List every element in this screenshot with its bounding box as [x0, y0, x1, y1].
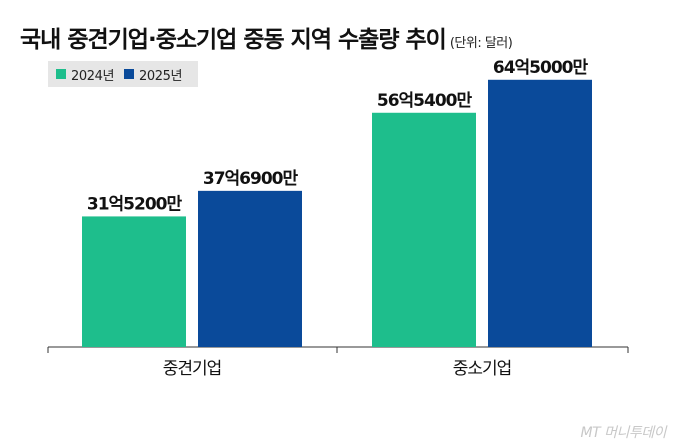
- bar-2024-1: [372, 112, 476, 348]
- legend-swatch-2024: [56, 69, 66, 79]
- legend-item-2025: 2025년: [124, 65, 182, 84]
- title-row: 국내 중견기업·중소기업 중동 지역 수출량 추이 (단위: 달러): [20, 20, 513, 54]
- chart-title: 국내 중견기업·중소기업 중동 지역 수출량 추이: [20, 27, 447, 53]
- legend-swatch-2025: [124, 69, 135, 79]
- legend: 2024년 2025년: [48, 61, 198, 87]
- data-label-2025-0: 37억6900만: [203, 169, 299, 189]
- data-label-2024-0: 31억5200만: [87, 194, 183, 214]
- bar-2025-1: [488, 79, 592, 348]
- category-label-1: 중소기업: [453, 359, 512, 379]
- legend-item-2024: 2024년: [56, 65, 114, 84]
- watermark-logo: MT 머니투데이: [580, 425, 667, 441]
- data-label-2024-1: 56억5400만: [377, 91, 473, 111]
- unit-label: (단위: 달러): [449, 36, 513, 51]
- bar-2025-0: [198, 190, 302, 347]
- data-label-2025-1: 64억5000만: [493, 58, 589, 78]
- bar-2024-0: [82, 216, 186, 347]
- category-label-0: 중견기업: [163, 359, 222, 379]
- legend-label-2024: 2024년: [71, 68, 115, 84]
- legend-label-2025: 2025년: [139, 68, 183, 84]
